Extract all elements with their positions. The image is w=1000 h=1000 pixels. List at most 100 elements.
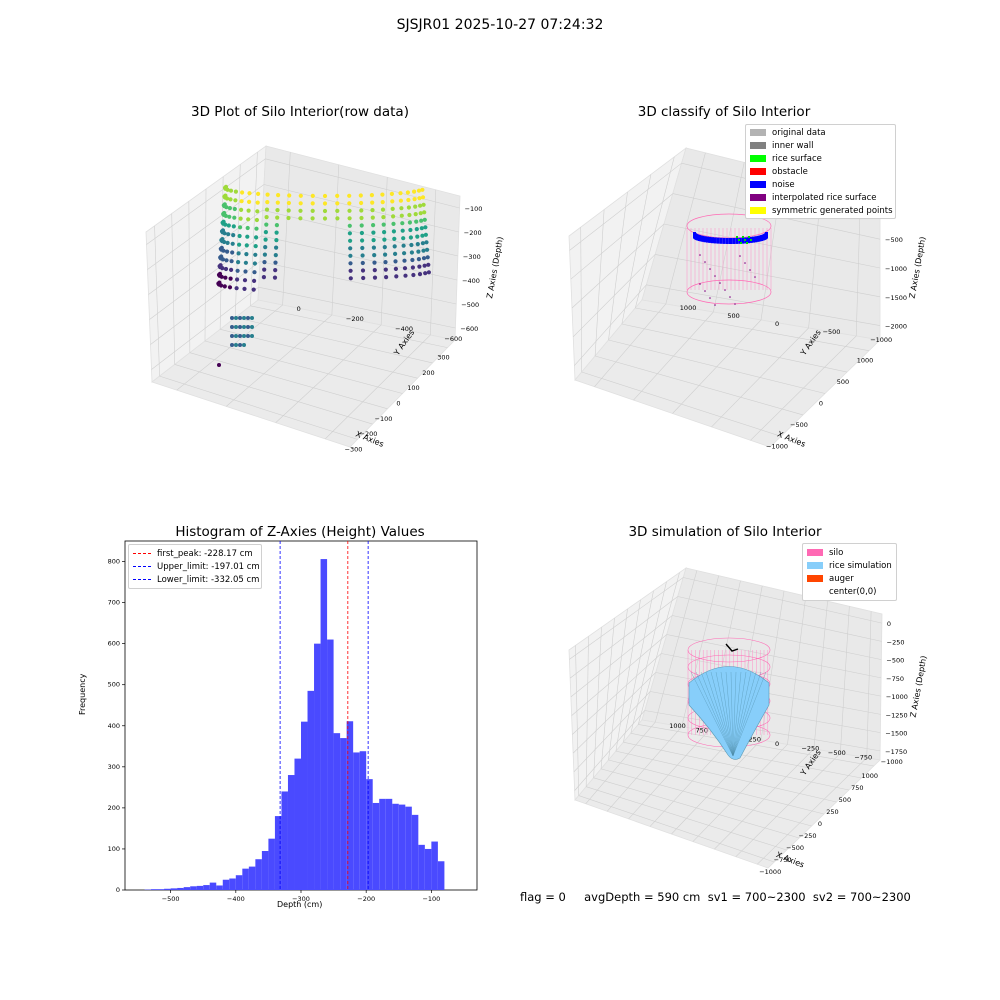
noise-point (699, 235, 703, 242)
data-point (372, 268, 377, 273)
data-point (322, 208, 328, 214)
data-point (360, 253, 365, 258)
panel2-ztick: −1500 (885, 294, 907, 302)
data-point (426, 270, 431, 275)
histogram-xtick: −100 (422, 895, 440, 903)
histogram-bar (431, 841, 438, 890)
data-point (230, 241, 235, 246)
data-point (234, 316, 238, 320)
panel4-grid-z-wall (666, 634, 882, 679)
data-point (230, 334, 234, 338)
data-point (381, 222, 386, 227)
data-point (412, 197, 417, 202)
noise-point (722, 237, 726, 244)
rice-surface-point (744, 239, 746, 241)
histogram-bar (346, 721, 354, 890)
data-point (370, 208, 375, 213)
panel4-ytick: −750 (854, 753, 872, 761)
panel4-grid-z-wall (683, 577, 882, 624)
data-point (335, 193, 340, 198)
data-point (224, 196, 230, 201)
data-point (393, 259, 398, 264)
legend-swatch (807, 549, 823, 556)
data-point (298, 216, 303, 221)
histogram-ytick: 700 (108, 599, 120, 607)
panel2-ztick: −500 (885, 236, 903, 244)
panel1-grid-x-wall (219, 176, 224, 330)
data-point (347, 208, 352, 213)
legend-swatch (133, 553, 151, 554)
panel2-zlabel: Z Axies (Depth) (908, 236, 928, 299)
data-point (247, 191, 252, 196)
interpolated-point (714, 275, 716, 277)
data-point (383, 267, 388, 272)
data-point (287, 193, 292, 198)
panel4-grid-z (572, 653, 662, 735)
data-point (224, 205, 229, 210)
data-point (226, 223, 231, 228)
data-point (406, 205, 411, 210)
data-point (310, 216, 315, 221)
panel4-xtick: −1000 (759, 868, 781, 876)
legend-label: inner wall (772, 140, 814, 151)
data-point (422, 263, 427, 268)
panel4-grid-y-wall (760, 590, 785, 741)
histogram-bar (216, 885, 223, 890)
data-point (274, 245, 279, 250)
data-point (242, 286, 247, 291)
panel1-grid-y (176, 304, 283, 391)
panel2-grid-y (672, 319, 762, 414)
legend-swatch (133, 566, 151, 567)
histogram-bar (281, 791, 288, 890)
legend-swatch (750, 181, 766, 188)
data-point (227, 285, 233, 290)
data-point (407, 220, 412, 225)
data-point (348, 276, 353, 281)
data-point (235, 277, 240, 282)
histogram-bar (359, 751, 367, 890)
panel1-grid-x-wall (250, 152, 258, 306)
histogram-bar (248, 866, 256, 890)
data-point (383, 252, 388, 257)
rice-surface-point (746, 242, 748, 244)
panel1-ztick: −200 (464, 229, 482, 237)
data-point (360, 268, 366, 273)
noise-point (741, 237, 745, 244)
panel2-grid-z (569, 162, 682, 251)
panel4-grid-y (671, 739, 762, 835)
data-point (275, 215, 280, 220)
panel1-grid-y (275, 324, 382, 423)
panel1-grid-x (250, 305, 448, 348)
legend-label: original data (772, 127, 826, 138)
data-point (423, 225, 428, 230)
data-point (372, 275, 378, 280)
panel4-ytick: −250 (801, 744, 819, 752)
panel2-title: 3D classify of Silo Interior (637, 104, 811, 120)
data-point (233, 198, 238, 203)
noise-point (752, 236, 756, 243)
data-point (243, 269, 248, 274)
mesh-line (715, 671, 734, 757)
data-point (275, 208, 280, 213)
mesh-line (732, 671, 762, 757)
data-point (384, 275, 389, 280)
data-point (383, 260, 388, 265)
panel4-grid-z (569, 577, 684, 660)
panel4-ztick: −1500 (885, 730, 907, 738)
data-point (371, 238, 376, 243)
data-point (234, 334, 238, 338)
histogram-bar (366, 779, 373, 890)
noise-point (711, 237, 714, 244)
panel4-xtick: −250 (799, 832, 817, 840)
data-point (225, 249, 230, 254)
noise-point (705, 236, 709, 243)
data-point (417, 196, 422, 201)
data-point (369, 193, 374, 198)
data-point (244, 243, 249, 248)
data-point (273, 260, 278, 265)
mesh-line (700, 671, 734, 757)
panel2-ytick: 1000 (680, 304, 697, 312)
panel4-ytick: 750 (696, 727, 708, 735)
data-point (422, 210, 427, 215)
histogram-bar (190, 886, 197, 890)
